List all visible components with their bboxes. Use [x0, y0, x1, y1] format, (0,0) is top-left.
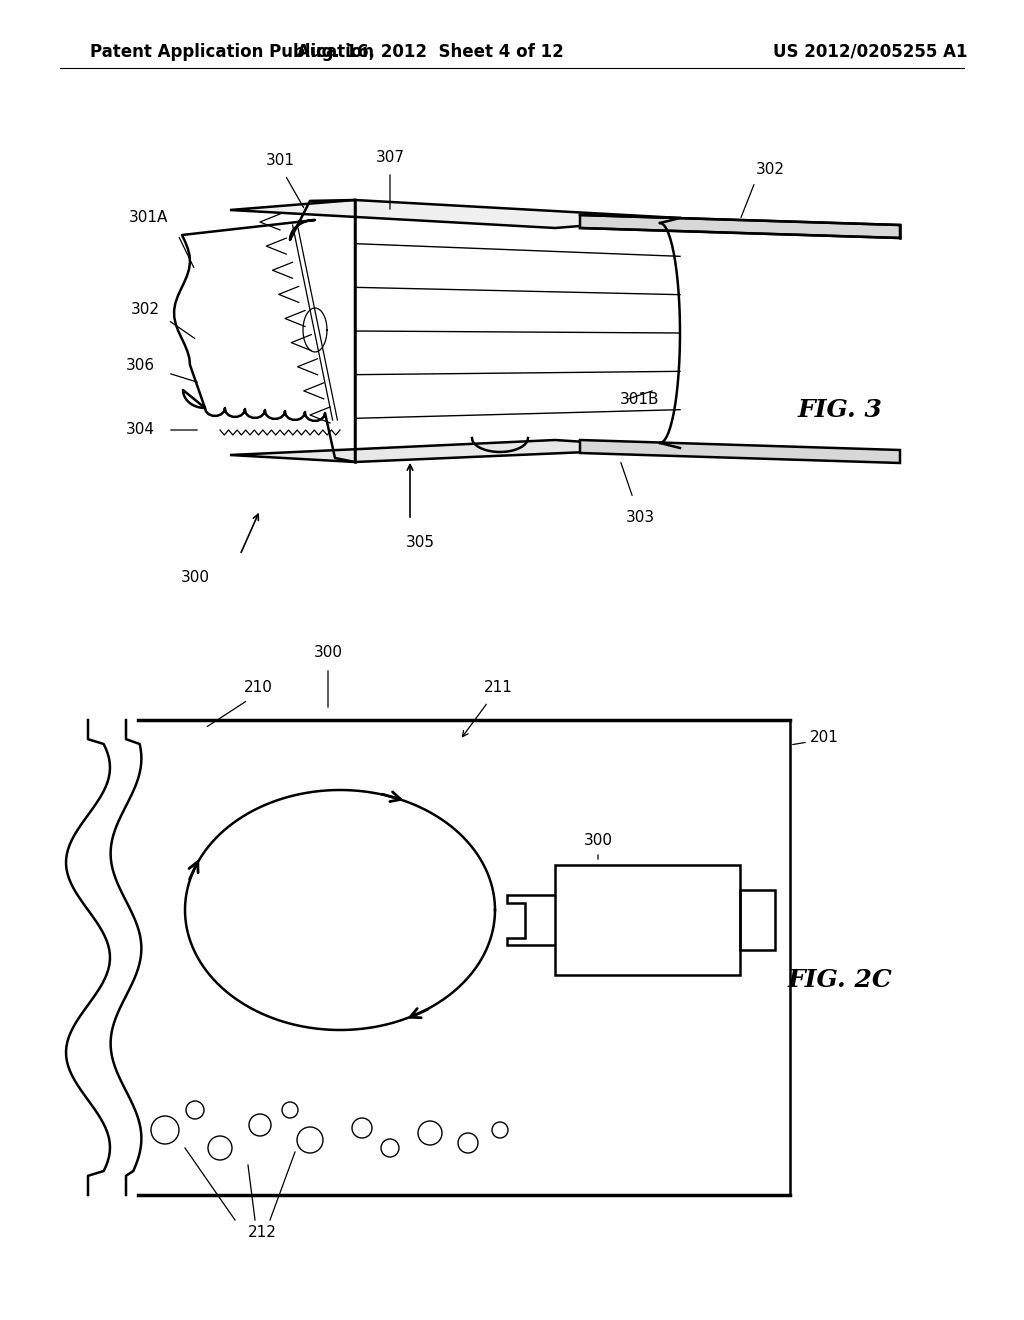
Bar [740, 890, 775, 950]
Text: 307: 307 [376, 150, 404, 165]
Text: 306: 306 [125, 358, 155, 372]
Text: 301: 301 [265, 153, 295, 168]
Text: 301A: 301A [128, 210, 168, 226]
Polygon shape [230, 440, 680, 462]
Text: US 2012/0205255 A1: US 2012/0205255 A1 [773, 44, 968, 61]
Text: 302: 302 [130, 302, 160, 318]
Text: FIG. 3: FIG. 3 [798, 399, 883, 422]
Polygon shape [580, 215, 900, 238]
Text: 300: 300 [584, 833, 612, 847]
Text: 302: 302 [756, 162, 784, 177]
Polygon shape [230, 201, 680, 228]
Text: 303: 303 [626, 510, 654, 525]
Text: 212: 212 [248, 1225, 276, 1239]
Text: 304: 304 [126, 422, 155, 437]
Text: Patent Application Publication: Patent Application Publication [90, 44, 374, 61]
Text: 201: 201 [810, 730, 839, 746]
Text: 211: 211 [483, 680, 512, 696]
Text: 305: 305 [406, 535, 434, 550]
Text: Aug. 16, 2012  Sheet 4 of 12: Aug. 16, 2012 Sheet 4 of 12 [297, 44, 563, 61]
Text: 300: 300 [180, 570, 210, 585]
Text: 210: 210 [244, 680, 272, 696]
Text: 301B: 301B [620, 392, 659, 408]
Text: 300: 300 [313, 645, 342, 660]
Bar [555, 865, 740, 975]
Text: FIG. 2C: FIG. 2C [787, 968, 892, 993]
Polygon shape [580, 440, 900, 463]
